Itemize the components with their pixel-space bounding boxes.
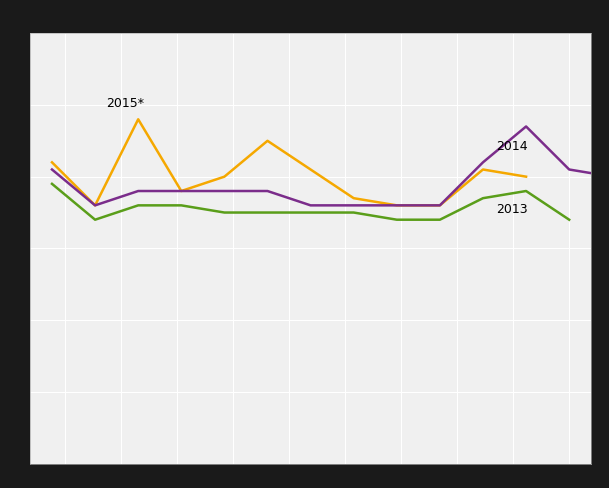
Text: 2014: 2014 (496, 139, 527, 152)
Text: 2013: 2013 (496, 203, 527, 215)
Text: 2015*: 2015* (106, 96, 144, 109)
